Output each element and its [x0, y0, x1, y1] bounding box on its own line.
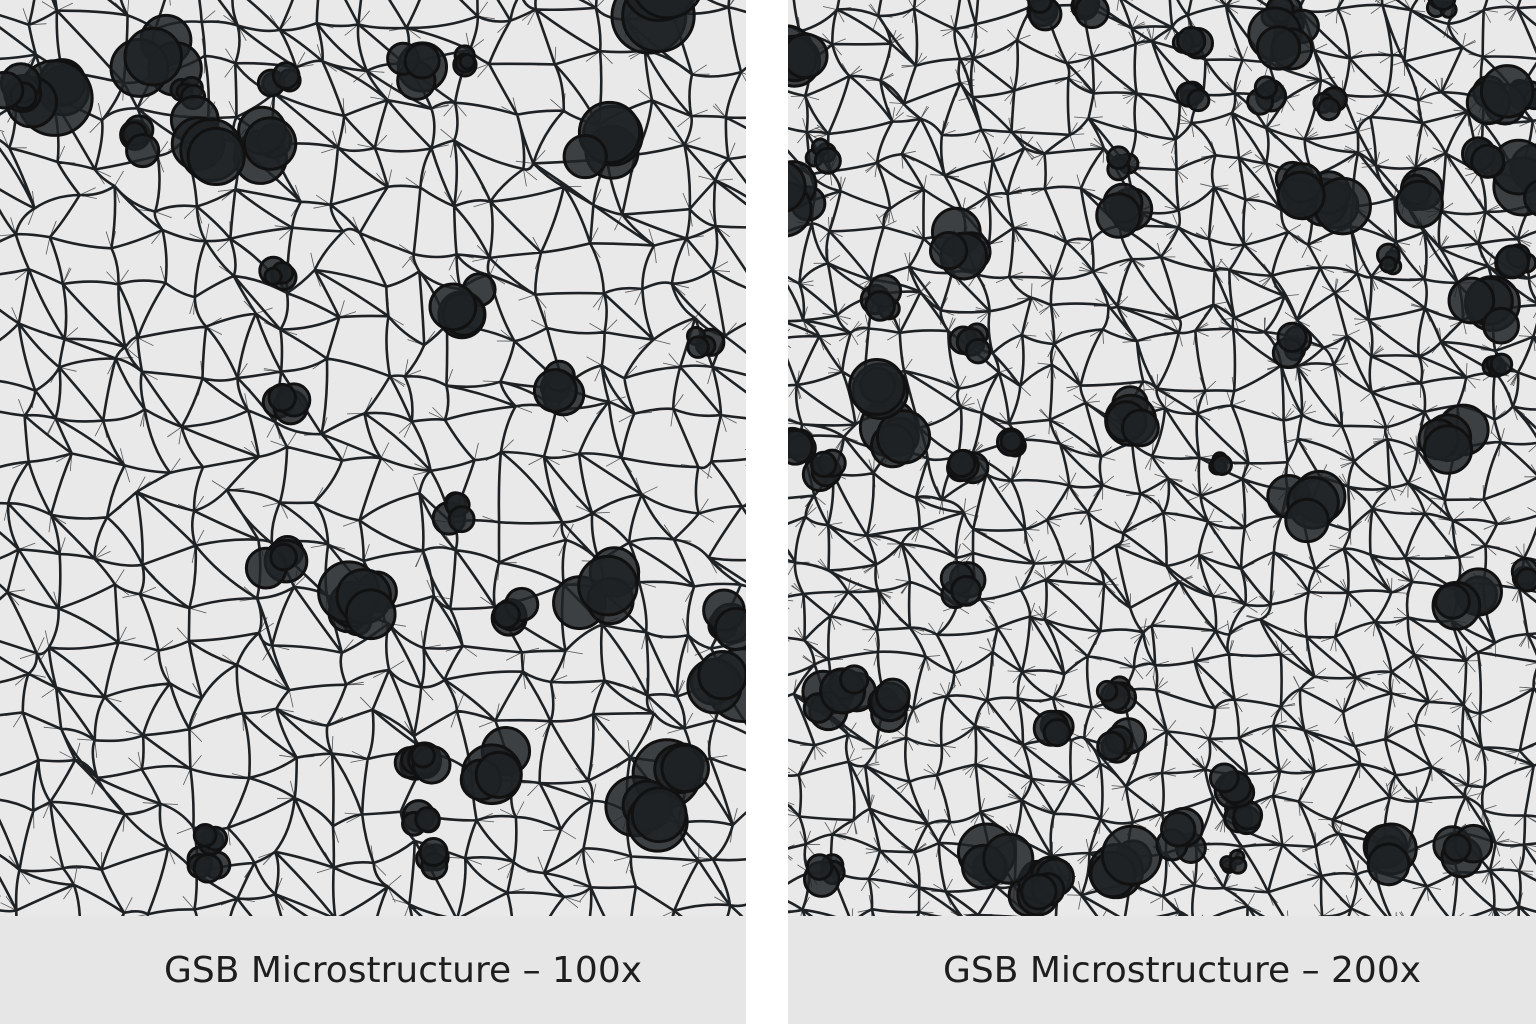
graphite-cluster — [1274, 160, 1326, 221]
graphite-cluster — [401, 799, 441, 837]
graphite-cluster — [1070, 0, 1110, 30]
graphite-cluster — [0, 62, 43, 114]
graphite-cluster — [244, 535, 309, 590]
graphite-cluster — [804, 137, 842, 175]
micrograph-panel-200x: GSB Microstructure – 200x — [788, 0, 1536, 1024]
graphite-cluster — [232, 105, 298, 185]
graphite-cluster — [1312, 85, 1348, 122]
graphite-cluster — [1026, 0, 1063, 32]
graphite-cluster — [562, 100, 644, 180]
caption-100x: GSB Microstructure – 100x — [0, 916, 746, 1024]
graphite-cluster — [1219, 848, 1248, 875]
graphite-cluster — [400, 741, 452, 785]
graphite-cluster — [1096, 717, 1148, 764]
graphite-cluster — [939, 560, 987, 610]
graphite-cluster — [258, 255, 298, 292]
graphite-cluster — [1175, 80, 1211, 113]
graphite-cluster — [1155, 806, 1207, 864]
graphite-cluster — [532, 359, 586, 417]
graphite-cluster — [1223, 796, 1264, 836]
graphite-cluster — [995, 427, 1027, 458]
graphite-cluster — [858, 397, 932, 469]
graphite-cluster — [1088, 824, 1163, 900]
graphite-cluster — [948, 322, 992, 365]
graphite-cluster — [1362, 822, 1418, 887]
graphite-cluster — [192, 823, 229, 856]
graphite-cluster — [169, 95, 246, 187]
graphite-cluster — [1425, 0, 1458, 19]
graphite-cluster — [490, 586, 540, 637]
graphite-cluster — [386, 41, 449, 101]
graphite-cluster — [1246, 75, 1288, 116]
graphite-cluster — [946, 448, 990, 485]
graphite-cluster — [610, 0, 700, 55]
graphite-cluster — [1432, 823, 1494, 879]
graphite-cluster — [1460, 136, 1506, 179]
graphite-cluster — [702, 588, 746, 652]
graphite-cluster — [459, 726, 532, 806]
graphite-cluster — [867, 677, 911, 734]
graphite-cluster — [686, 647, 746, 723]
graphite-cluster — [1208, 762, 1256, 810]
graphite-cluster — [1465, 64, 1535, 126]
graphite-cluster — [1375, 242, 1403, 276]
graphite-cluster — [788, 24, 829, 88]
graphite-cluster — [788, 160, 827, 238]
graphite-cluster — [552, 546, 641, 631]
graphite-cluster — [256, 61, 302, 98]
micrograph-image-100x — [0, 0, 746, 916]
graphite-cluster — [1494, 243, 1536, 280]
graphite-cluster — [1394, 167, 1444, 229]
graphite-cluster — [1271, 321, 1313, 369]
graphite-cluster — [928, 206, 992, 281]
graphite-cluster — [1266, 469, 1347, 544]
micrograph-image-200x — [788, 0, 1536, 916]
graphite-cluster — [604, 775, 689, 853]
graphite-cluster — [109, 13, 203, 98]
graphite-cluster — [1431, 567, 1503, 631]
graphite-cluster — [802, 853, 846, 898]
graphite-cluster — [1208, 451, 1233, 476]
graphite-cluster — [1020, 855, 1075, 911]
graphite-cluster — [1032, 709, 1075, 748]
graphite-cluster — [452, 44, 478, 78]
graphite-cluster — [819, 664, 878, 715]
graphite-cluster — [1417, 403, 1490, 475]
graphite-cluster — [1247, 6, 1320, 71]
graphite-cluster — [847, 357, 909, 420]
graphite-cluster — [317, 560, 398, 641]
graphite-cluster — [1171, 25, 1215, 60]
graphite-cluster — [1095, 182, 1154, 239]
graphite-cluster — [415, 837, 450, 881]
graphite-cluster — [261, 382, 312, 426]
graphite-cluster — [1106, 145, 1140, 182]
graphite-cluster — [1510, 557, 1536, 593]
graphite-cluster — [428, 272, 497, 340]
graphite-cluster — [431, 491, 476, 536]
graphite-cluster — [788, 426, 817, 466]
graphite-cluster — [1481, 352, 1514, 378]
graphite-cluster — [956, 822, 1035, 890]
graphite-cluster — [801, 448, 847, 493]
graphite-cluster — [1104, 385, 1160, 448]
caption-200x: GSB Microstructure – 200x — [788, 916, 1536, 1024]
graphite-cluster — [685, 325, 726, 359]
graphite-cluster — [119, 114, 161, 169]
graphite-cluster — [859, 273, 903, 322]
graphite-cluster — [186, 845, 232, 884]
graphite-cluster — [1095, 675, 1138, 715]
micrograph-panel-100x: GSB Microstructure – 100x — [0, 0, 746, 1024]
graphite-cluster — [1447, 275, 1521, 345]
